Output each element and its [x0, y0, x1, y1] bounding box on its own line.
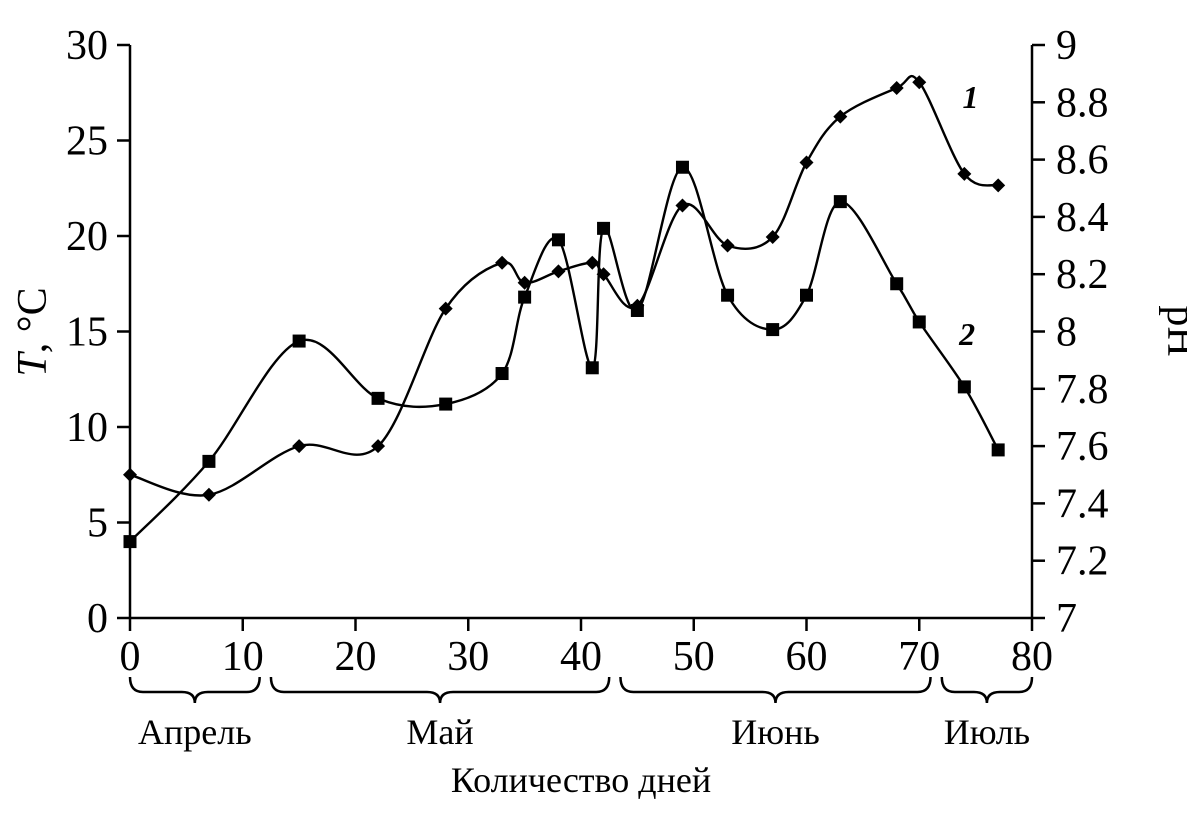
series-2-marker-square [292, 334, 306, 348]
series-2-marker-square [439, 397, 453, 411]
series-1-marker-diamond [292, 439, 307, 454]
series-2-marker-square [518, 290, 532, 304]
series-1-marker-diamond [991, 178, 1006, 193]
series-1-marker-diamond [889, 80, 904, 95]
series-2-marker-square [890, 277, 904, 291]
x-axis-title: Количество дней [451, 760, 711, 800]
series-2-marker-square [800, 288, 813, 302]
left-axis-title: T, °C [10, 287, 56, 376]
series-1-marker-diamond [765, 229, 780, 244]
series-1-marker-diamond [371, 439, 386, 454]
right-axis-title: pH [1158, 305, 1187, 356]
series-2-marker-square [630, 303, 644, 317]
left-tick-label: 10 [66, 405, 108, 451]
series-2-marker-square [991, 443, 1005, 457]
series-1-marker-diamond [495, 255, 510, 270]
curve-label-1: 1 [962, 79, 978, 115]
series-2-marker-square [597, 221, 611, 235]
right-tick-label: 8.6 [1056, 138, 1109, 184]
series-1-marker-diamond [675, 198, 690, 213]
right-tick-label: 7.4 [1056, 481, 1109, 527]
month-bracket [940, 676, 1034, 704]
x-tick-label: 30 [447, 634, 489, 680]
month-label: Апрель [138, 712, 252, 752]
series-1-marker-diamond [201, 487, 216, 502]
series-2-marker-square [371, 391, 385, 405]
month-label: Май [406, 712, 473, 752]
left-tick-label: 15 [66, 310, 108, 356]
series-1-marker-diamond [585, 255, 600, 270]
series-2-marker-square [123, 535, 137, 549]
left-tick-label: 0 [87, 596, 108, 642]
series-2-marker-square [551, 233, 565, 247]
right-tick-label: 8.4 [1056, 195, 1109, 241]
x-tick-label: 10 [222, 634, 264, 680]
chart-dynamic-layer: 0 5 10 15 20 25 30 7 7.2 7.4 7.6 7.8 8 8.2 8.4 8.6 8.8 9 0… [66, 23, 1109, 752]
left-tick-label: 25 [66, 119, 108, 165]
series-1-marker-diamond [912, 75, 927, 90]
series-2-marker-square [202, 454, 216, 468]
series-1-marker-diamond [957, 166, 972, 181]
x-tick-label: 20 [335, 634, 377, 680]
series-1-marker-diamond [833, 109, 848, 124]
right-tick-label: 7.2 [1056, 539, 1109, 585]
series-1-marker-diamond [438, 301, 453, 316]
series-1-marker-diamond [551, 264, 566, 279]
series-1-marker-diamond [720, 238, 735, 253]
series-2-marker-square [721, 288, 735, 302]
right-tick-label: 9 [1056, 23, 1077, 69]
x-tick-label: 60 [786, 634, 828, 680]
x-tick-label: 80 [1011, 634, 1053, 680]
series-2-marker-square [766, 323, 780, 337]
series-1-marker-diamond [799, 155, 814, 170]
series-2-marker-square [495, 367, 509, 381]
x-tick-label: 40 [560, 634, 602, 680]
right-tick-label: 8.8 [1056, 80, 1109, 126]
left-tick-label: 5 [87, 501, 108, 547]
right-tick-label: 7.6 [1056, 424, 1109, 470]
series-1-line [129, 75, 999, 497]
month-label: Июнь [731, 712, 820, 752]
right-tick-label: 8 [1056, 310, 1077, 356]
series-2-marker-square [585, 361, 599, 375]
series-2-marker-square [957, 380, 971, 394]
series-2-marker-square [833, 195, 847, 209]
right-tick-label: 7.8 [1056, 367, 1109, 413]
series-2-marker-square [675, 160, 689, 174]
left-tick-label: 30 [66, 23, 108, 69]
month-label: Июль [944, 712, 1030, 752]
x-tick-label: 70 [898, 634, 940, 680]
right-tick-label: 8.2 [1056, 252, 1109, 298]
x-tick-label: 0 [120, 634, 141, 680]
series-2-marker-square [912, 315, 926, 329]
left-tick-label: 20 [66, 214, 108, 260]
month-bracket [619, 676, 932, 704]
right-tick-label: 7 [1056, 596, 1077, 642]
curve-label-2: 2 [958, 316, 975, 352]
x-tick-label: 50 [673, 634, 715, 680]
month-bracket [128, 676, 261, 704]
month-bracket [269, 676, 611, 704]
series-2-line [129, 166, 1000, 543]
series-1-marker-diamond [123, 467, 137, 482]
